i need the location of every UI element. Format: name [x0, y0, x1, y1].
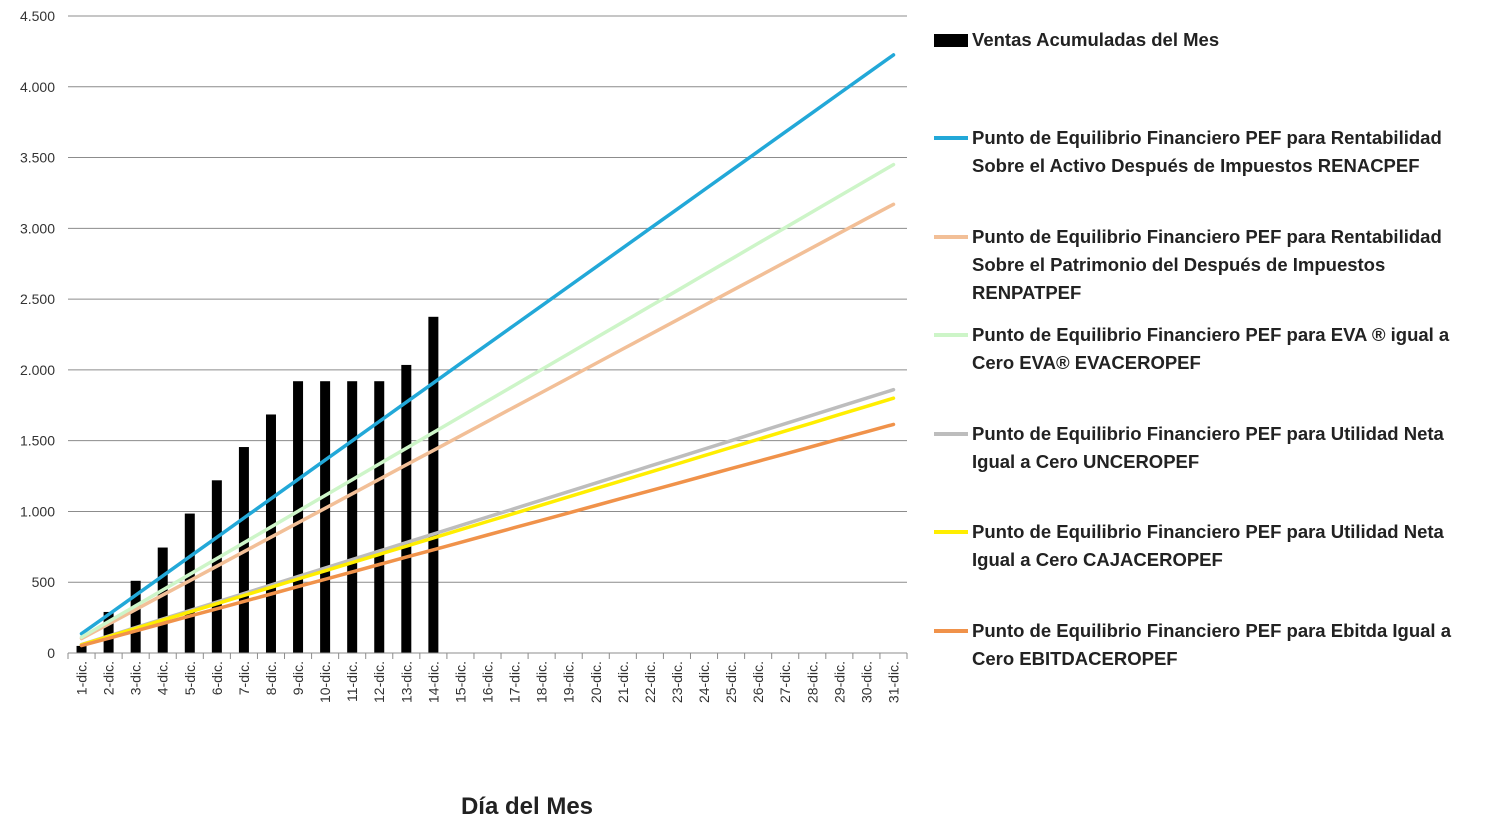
y-tick-label: 2.500: [20, 291, 55, 307]
x-tick-label: 19-dic.: [561, 661, 577, 703]
y-tick-label: 4.500: [20, 8, 55, 24]
x-tick-label: 18-dic.: [534, 661, 550, 703]
bar-ventas-10: [320, 381, 331, 653]
y-tick-label: 500: [32, 574, 56, 590]
bar-ventas-5: [184, 513, 195, 653]
x-tick-label: 11-dic.: [344, 661, 360, 702]
gridlines: [68, 15, 907, 583]
x-tick-label: 31-dic.: [886, 661, 902, 703]
series-line-6: [79, 422, 896, 648]
series-line-2: [79, 202, 896, 641]
y-tick-label: 3.000: [20, 220, 55, 236]
bar-ventas-14: [428, 316, 439, 653]
x-tick-label: 7-dic.: [236, 661, 252, 695]
x-tick-label: 29-dic.: [831, 661, 847, 703]
x-tick-label: 28-dic.: [804, 661, 820, 703]
x-tick-label: 9-dic.: [290, 661, 306, 695]
legend-swatch: [934, 136, 968, 140]
series-line-1: [79, 53, 896, 636]
y-tick-label: 4.000: [20, 79, 55, 95]
bar-ventas-1: [76, 645, 87, 653]
series-lines: [79, 53, 896, 648]
bar-ventas-12: [374, 381, 385, 653]
y-tick-label: 0: [47, 645, 55, 661]
y-tick-label: 3.500: [20, 150, 55, 166]
x-tick-label: 25-dic.: [723, 661, 739, 703]
x-tick-label: 24-dic.: [696, 661, 712, 703]
y-tick-label: 1.500: [20, 433, 55, 449]
x-tick-label: 3-dic.: [128, 661, 144, 695]
x-tick-label: 17-dic.: [507, 661, 523, 703]
legend-label: Punto de Equilibrio Financiero PEF para …: [972, 620, 1452, 669]
legend-label: Punto de Equilibrio Financiero PEF para …: [972, 423, 1444, 472]
x-tick-label: 6-dic.: [209, 661, 225, 695]
bars: [76, 316, 439, 653]
x-tick-label: 13-dic.: [398, 661, 414, 703]
bar-ventas-4: [157, 547, 168, 653]
x-axis: [67, 652, 908, 659]
x-axis-label: Día del Mes: [461, 793, 593, 819]
x-tick-label: 30-dic.: [858, 661, 874, 703]
x-tick-label: 10-dic.: [317, 661, 333, 703]
x-tick-label: 23-dic.: [669, 661, 685, 703]
bar-ventas-9: [293, 381, 304, 653]
x-tick-label: 4-dic.: [155, 661, 171, 695]
x-tick-label: 14-dic.: [425, 661, 441, 703]
bar-ventas-3: [130, 580, 141, 653]
legend-swatch: [934, 333, 968, 337]
x-axis-ticks: 1-dic. 2-dic. 3-dic. 4-dic. 5-dic. 6-dic. 7-di…: [74, 661, 902, 703]
x-tick-label: 2-dic.: [101, 661, 117, 695]
x-tick-label: 16-dic.: [480, 661, 496, 703]
legend-swatch: [934, 432, 968, 436]
x-tick-label: 26-dic.: [750, 661, 766, 703]
legend-label: Punto de Equilibrio Financiero PEF para …: [972, 521, 1444, 570]
bar-ventas-13: [401, 364, 412, 653]
series-line-3: [79, 162, 896, 640]
y-axis-ticks: 0 500 1.000 1.500 2.000 2.500 3.000 3.500 4.000 4…: [20, 8, 55, 661]
legend: Ventas Acumuladas del Mes Punto de Equili…: [932, 0, 1482, 700]
x-tick-label: 12-dic.: [371, 661, 387, 703]
legend-swatch: [934, 629, 968, 633]
legend-swatch: [934, 530, 968, 534]
y-tick-label: 1.000: [20, 503, 55, 519]
legend-swatch: [934, 235, 968, 239]
y-tick-label: 2.000: [20, 362, 55, 378]
x-tick-label: 20-dic.: [588, 661, 604, 703]
x-tick-label: 15-dic.: [452, 661, 468, 703]
x-tick-label: 8-dic.: [263, 661, 279, 695]
bar-ventas-2: [103, 611, 114, 653]
series-line-5: [79, 396, 896, 647]
x-tick-label: 1-dic.: [74, 661, 90, 695]
legend-swatch: [934, 34, 968, 47]
legend-label: Ventas Acumuladas del Mes: [972, 29, 1220, 50]
x-tick-label: 21-dic.: [615, 661, 631, 703]
x-tick-label: 27-dic.: [777, 661, 793, 703]
x-tick-label: 22-dic.: [642, 661, 658, 703]
bar-ventas-11: [347, 381, 358, 653]
legend-label: Punto de Equilibrio Financiero PEF para …: [972, 324, 1450, 373]
bar-ventas-8: [265, 414, 276, 653]
legend-label: Punto de Equilibrio Financiero PEF para …: [972, 127, 1442, 176]
x-tick-label: 5-dic.: [182, 661, 198, 695]
legend-label: Punto de Equilibrio Financiero PEF para …: [972, 226, 1442, 303]
